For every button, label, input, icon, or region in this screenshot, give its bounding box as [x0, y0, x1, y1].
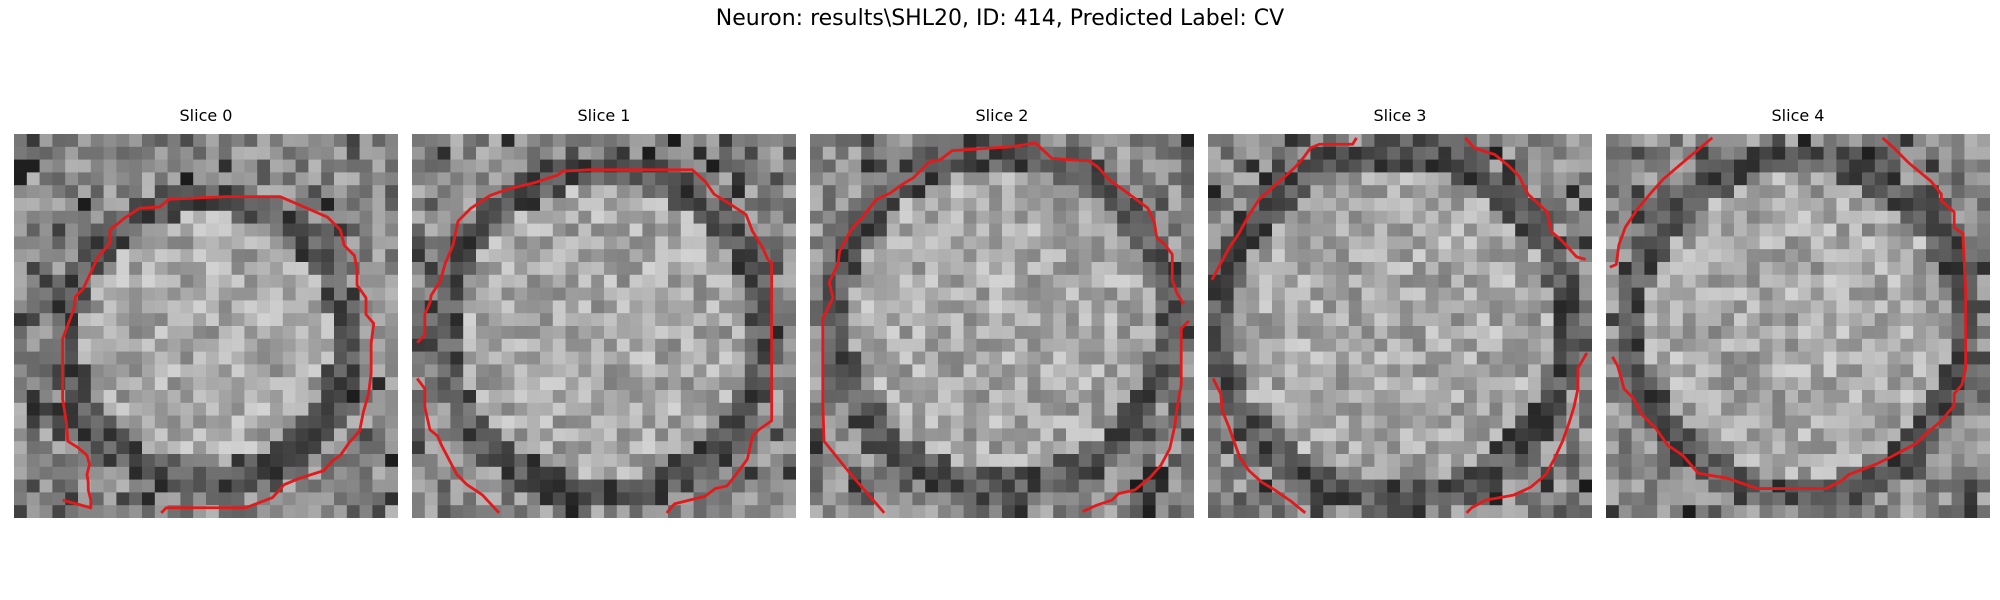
- grayscale-pixels: [1208, 134, 1592, 518]
- slice-image: [14, 134, 398, 518]
- grayscale-pixels: [1606, 134, 1990, 518]
- slice-image: [1606, 134, 1990, 518]
- slice-title: Slice 4: [1606, 106, 1990, 125]
- slice-image: [412, 134, 796, 518]
- grayscale-pixels: [14, 134, 398, 518]
- slice-title: Slice 3: [1208, 106, 1592, 125]
- slice-image: [810, 134, 1194, 518]
- grayscale-pixels: [412, 134, 796, 518]
- slice-title: Slice 2: [810, 106, 1194, 125]
- grayscale-pixels: [810, 134, 1194, 518]
- slice-title: Slice 0: [14, 106, 398, 125]
- slice-title: Slice 1: [412, 106, 796, 125]
- slice-image: [1208, 134, 1592, 518]
- figure-title: Neuron: results\SHL20, ID: 414, Predicte…: [0, 6, 2000, 31]
